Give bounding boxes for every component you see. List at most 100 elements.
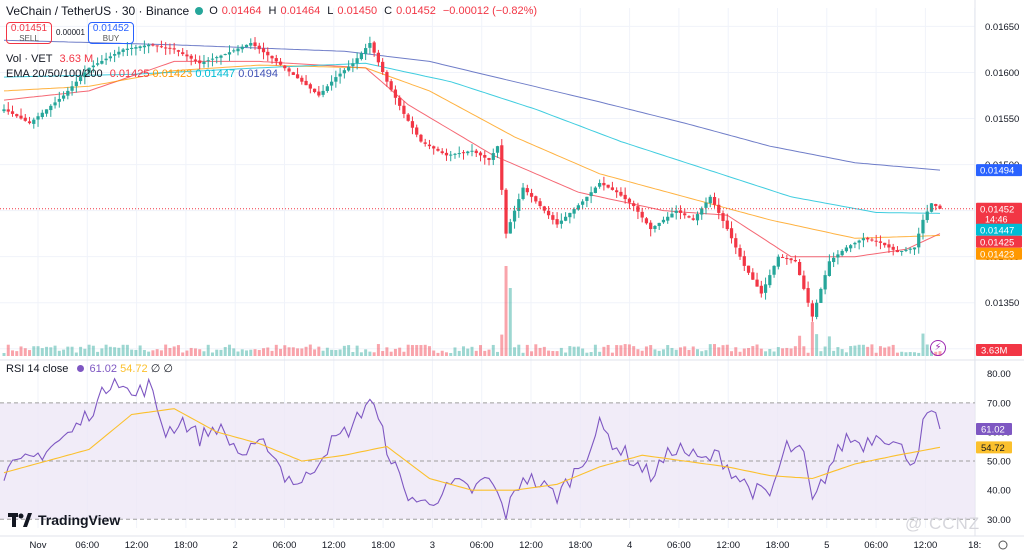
candle-body [53, 102, 57, 106]
candle-body [36, 116, 40, 120]
candle-body [717, 204, 721, 213]
candle-body [738, 248, 742, 257]
volume-bar [742, 348, 746, 356]
candle-body [444, 152, 449, 156]
candle-body [134, 47, 138, 49]
volume-bar [819, 351, 823, 356]
volume-bar [789, 348, 793, 356]
ema200-value: 0.01494 [238, 68, 278, 80]
time-tick-label: 06:00 [864, 540, 888, 551]
candle-body [657, 222, 661, 226]
time-tick-label: 5 [824, 540, 829, 551]
candle-body [104, 58, 108, 61]
volume-bar [738, 351, 742, 356]
volume-bar [66, 346, 70, 356]
candle-body [649, 222, 653, 230]
volume-bar [776, 347, 780, 356]
bolt-icon[interactable]: ⚡ [930, 340, 946, 356]
volume-bar [423, 344, 427, 356]
volume-bar [291, 347, 295, 356]
volume-bar [444, 352, 448, 356]
volume-bar [589, 352, 593, 356]
volume-bar [815, 334, 819, 356]
rsi-axis-badge-label: 61.02 [981, 424, 1005, 435]
candle-body [712, 196, 717, 205]
volume-bar [598, 351, 602, 356]
time-tick-label: 06:00 [273, 540, 297, 551]
volume-axis-badge [976, 344, 1022, 356]
candle-body [181, 52, 185, 55]
volume-bar [449, 352, 453, 356]
candle-body [572, 209, 576, 214]
volume-bar [189, 347, 193, 356]
volume-bar [632, 346, 636, 356]
price-axis-badge-label: 0.01447 [980, 225, 1014, 236]
candle-body [240, 46, 244, 50]
volume-bar [917, 352, 921, 356]
candle-body [83, 72, 87, 78]
time-tick-label: 18:00 [568, 540, 592, 551]
candle-body [589, 192, 593, 197]
volume-bar [308, 344, 312, 356]
volume-bar [866, 346, 870, 356]
volume-bar [338, 349, 342, 356]
sell-button[interactable]: 0.01451 SELL [6, 22, 52, 44]
volume-bar [661, 349, 665, 356]
candle-body [393, 89, 398, 98]
volume-bar [410, 345, 414, 356]
candle-body [87, 67, 91, 73]
volume-bar [525, 344, 529, 356]
volume-bar [253, 349, 257, 356]
candle-body [883, 242, 887, 246]
candle-body [815, 302, 819, 317]
volume-bar [708, 344, 712, 356]
candle-body [661, 219, 666, 223]
candle-body [517, 199, 521, 211]
volume-bar [83, 348, 87, 356]
candle-body [887, 244, 891, 248]
volume-bar [393, 348, 397, 356]
ema20-value: 0.01425 [109, 68, 150, 80]
volume-bar [321, 350, 325, 356]
candle-body [538, 201, 542, 207]
candle-body [474, 150, 478, 154]
candle-body [729, 228, 734, 239]
volume-bar [185, 350, 189, 356]
candle-body [512, 210, 517, 222]
ema-legend[interactable]: EMA 20/50/100/200 0.01425 0.01423 0.0144… [6, 68, 278, 80]
volume-legend[interactable]: Vol · VET 3.63 M [6, 53, 93, 65]
candle-body [202, 61, 206, 64]
rsi-legend[interactable]: RSI 14 close 61.02 54.72 ∅ ∅ [6, 362, 177, 375]
volume-bar [551, 350, 555, 356]
candle-body [466, 151, 470, 154]
volume-bar [508, 288, 512, 356]
volume-bar [891, 344, 895, 356]
candle-body [168, 47, 172, 49]
rsi-extra: ∅ ∅ [150, 363, 173, 375]
candle-body [908, 248, 912, 250]
volume-axis-badge-label: 3.63M [981, 346, 1007, 357]
volume-bar [79, 346, 83, 356]
candle-body [117, 51, 121, 55]
time-tick-label: 3 [430, 540, 435, 551]
candle-body [806, 288, 810, 303]
candle-body [244, 44, 249, 48]
candle-body [904, 249, 908, 251]
candle-body [249, 43, 253, 46]
candle-body [312, 88, 317, 93]
volume-bar [644, 346, 648, 356]
buy-button[interactable]: 0.01452 BUY [88, 22, 134, 44]
volume-bar [836, 347, 840, 356]
volume-bar [313, 349, 317, 356]
volume-bar [462, 346, 465, 356]
volume-bar [206, 344, 210, 356]
candle-body [529, 193, 534, 197]
volume-bar [6, 344, 10, 356]
candle-body [457, 153, 461, 155]
symbol-title[interactable]: VeChain / TetherUS · 30 · Binance [6, 4, 190, 18]
candle-body [347, 66, 351, 71]
candle-body [338, 73, 342, 77]
candle-body [266, 51, 270, 56]
volume-bar [861, 344, 865, 356]
